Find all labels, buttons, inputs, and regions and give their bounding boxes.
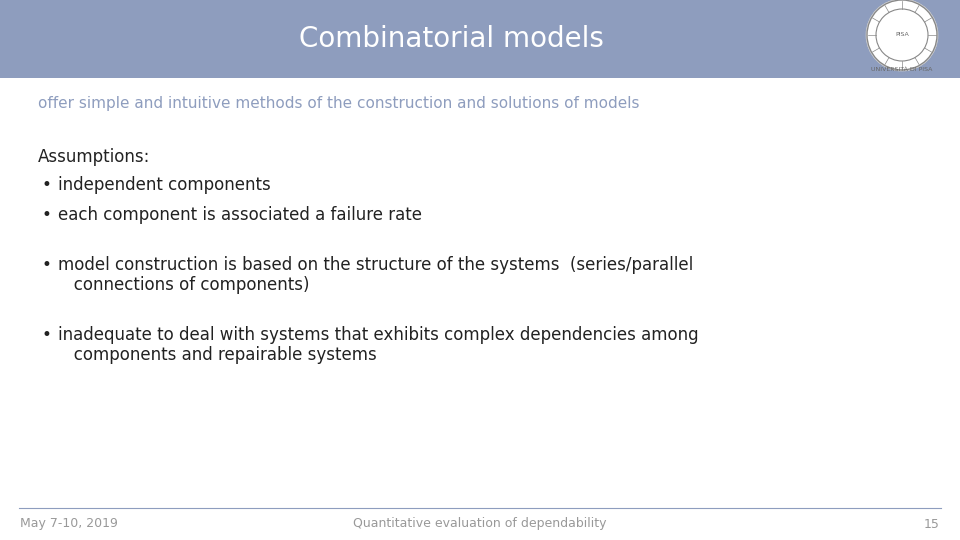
- Text: 15: 15: [924, 517, 940, 530]
- Text: inadequate to deal with systems that exhibits complex dependencies among: inadequate to deal with systems that exh…: [58, 326, 699, 344]
- Bar: [0, 0, 960, 78]
- Text: •: •: [41, 326, 51, 344]
- Text: PISA: PISA: [895, 32, 909, 37]
- Text: independent components: independent components: [58, 176, 271, 194]
- Text: components and repairable systems: components and repairable systems: [58, 346, 376, 364]
- Text: connections of components): connections of components): [58, 276, 309, 294]
- Text: offer simple and intuitive methods of the construction and solutions of models: offer simple and intuitive methods of th…: [38, 96, 639, 111]
- Text: UNIVERSITÀ DI PISA: UNIVERSITÀ DI PISA: [872, 67, 933, 72]
- Text: •: •: [41, 256, 51, 274]
- Circle shape: [866, 0, 938, 71]
- Text: •: •: [41, 176, 51, 194]
- Text: •: •: [41, 206, 51, 224]
- Text: model construction is based on the structure of the systems  (series/parallel: model construction is based on the struc…: [58, 256, 693, 274]
- Text: Assumptions:: Assumptions:: [38, 148, 151, 166]
- Text: Combinatorial models: Combinatorial models: [299, 25, 604, 53]
- Text: each component is associated a failure rate: each component is associated a failure r…: [58, 206, 422, 224]
- Text: Quantitative evaluation of dependability: Quantitative evaluation of dependability: [353, 517, 607, 530]
- Text: May 7-10, 2019: May 7-10, 2019: [20, 517, 118, 530]
